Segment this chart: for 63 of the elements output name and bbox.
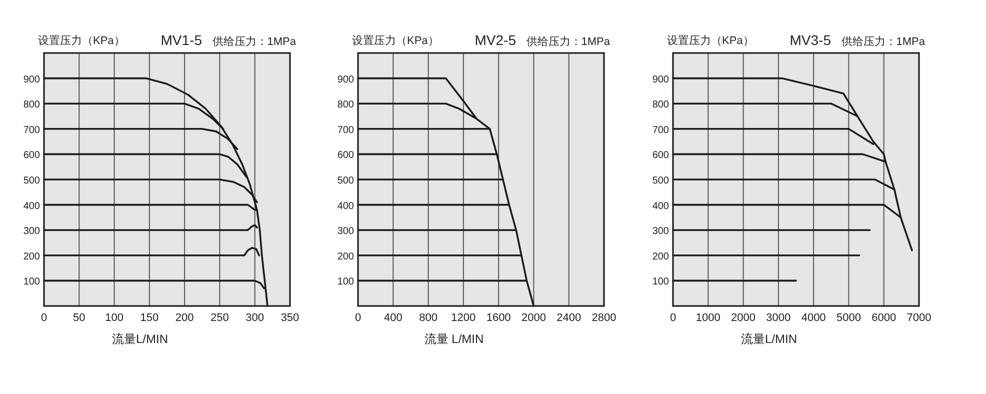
y-axis-title: 设置压力（KPa） (352, 34, 439, 47)
x-tick-label: 250 (210, 312, 229, 324)
chart-title: MV3-5 (790, 32, 832, 48)
x-tick-label: 200 (175, 312, 194, 324)
x-tick-label: 2400 (556, 312, 582, 324)
y-tick-label: 500 (652, 176, 670, 186)
x-tick-label: 7000 (906, 312, 932, 324)
y-axis-title: 设置压力（KPa） (667, 34, 754, 47)
y-tick-label: 700 (337, 124, 354, 136)
y-tick-label: 100 (23, 276, 40, 288)
x-tick-label: 400 (384, 312, 402, 324)
y-tick-label: 100 (337, 276, 354, 288)
x-axis-title: 流量L/MIN (112, 332, 168, 346)
x-tick-label: 1000 (696, 312, 720, 324)
x-tick-label: 50 (73, 312, 86, 324)
y-tick-label: 600 (23, 150, 40, 162)
y-tick-label: 300 (652, 226, 670, 238)
x-tick-label: 5000 (836, 312, 861, 324)
x-axis-title: 流量 L/MIN (424, 332, 484, 346)
y-tick-label: 700 (23, 124, 40, 136)
y-tick-label: 800 (337, 100, 354, 111)
y-tick-label: 400 (337, 200, 354, 212)
y-tick-label: 500 (23, 176, 40, 186)
y-tick-label: 200 (652, 251, 670, 262)
x-tick-label: 2800 (592, 312, 616, 324)
x-tick-label: 0 (670, 312, 676, 324)
y-tick-label: 400 (23, 200, 40, 212)
y-tick-label: 700 (652, 124, 670, 136)
y-tick-label: 200 (337, 251, 354, 262)
y-tick-label: 900 (23, 74, 40, 86)
y-tick-label: 600 (337, 150, 354, 162)
x-tick-label: 2000 (731, 312, 756, 324)
chart-subtitle: 供给压力：1MPa (841, 35, 926, 48)
y-tick-label: 400 (652, 200, 670, 212)
x-tick-label: 6000 (872, 312, 896, 324)
chart-subtitle: 供给压力：1MPa (212, 35, 297, 48)
x-tick-label: 4000 (801, 312, 826, 324)
y-tick-label: 300 (23, 226, 40, 238)
x-tick-label: 3000 (766, 312, 791, 324)
chart-subtitle: 供给压力：1MPa (526, 35, 611, 48)
x-tick-label: 100 (105, 312, 124, 324)
y-tick-label: 200 (23, 251, 40, 262)
chart-title: MV1-5 (160, 32, 202, 48)
x-tick-label: 1200 (451, 312, 476, 324)
x-tick-label: 0 (354, 312, 362, 324)
y-tick-label: 900 (337, 74, 354, 86)
x-tick-label: 300 (246, 312, 264, 324)
y-tick-label: 500 (337, 176, 354, 186)
x-axis-title: 流量L/MIN (740, 332, 798, 346)
x-tick-label: 2000 (521, 312, 546, 324)
x-tick-label: 350 (280, 312, 300, 324)
chart-title: MV2-5 (474, 32, 516, 48)
y-tick-label: 800 (23, 100, 40, 111)
y-tick-label: 100 (652, 276, 670, 288)
y-tick-label: 800 (652, 100, 670, 111)
y-tick-label: 900 (652, 74, 670, 86)
x-tick-label: 1600 (486, 312, 511, 324)
x-tick-label: 150 (140, 312, 159, 324)
y-axis-title: 设置压力（KPa） (38, 34, 125, 47)
y-tick-label: 600 (652, 150, 670, 162)
x-tick-label: 800 (419, 312, 438, 324)
y-tick-label: 300 (337, 226, 354, 238)
x-tick-label: 0 (40, 312, 48, 324)
